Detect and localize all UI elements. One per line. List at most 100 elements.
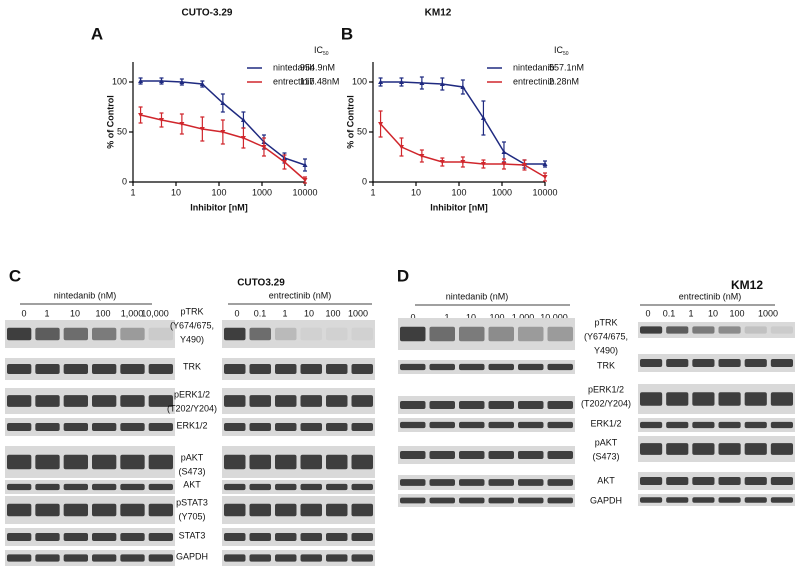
blot-band <box>326 327 348 341</box>
blot-band <box>120 395 145 407</box>
row-label: (T202/Y204) <box>581 398 631 408</box>
row-label: pERK1/2 <box>588 384 624 394</box>
x-tick-label: 100 <box>211 187 226 197</box>
blot-band <box>692 392 715 406</box>
blot-band <box>400 450 426 460</box>
blot-strip <box>398 475 575 490</box>
blot-band <box>666 497 689 503</box>
blot-band <box>326 454 348 470</box>
blot-band <box>459 326 485 342</box>
marker <box>199 127 205 132</box>
blot-band <box>120 327 145 341</box>
blot-strip <box>638 494 795 506</box>
blot-band <box>770 497 793 503</box>
marker <box>419 80 425 85</box>
blot-band <box>518 326 544 342</box>
x-tick-label: 1000 <box>252 187 272 197</box>
blot-band <box>120 483 145 491</box>
x-tick-label: 10000 <box>292 187 317 197</box>
dose-label: 100 <box>489 312 504 322</box>
drug-label: entrectinib (nM) <box>269 290 332 300</box>
blot-strip <box>5 528 175 546</box>
blot-band <box>351 422 373 432</box>
blot-band <box>718 326 741 334</box>
blot-band <box>666 443 689 455</box>
legend-title-base: IC <box>314 45 324 55</box>
marker <box>240 117 246 122</box>
row-label: (S473) <box>178 466 205 476</box>
marker <box>521 163 527 168</box>
blot-band <box>692 476 715 486</box>
blot-band <box>92 364 117 374</box>
blot-band <box>148 554 173 562</box>
blot-band <box>547 497 573 504</box>
legend-label: entrectinib <box>513 76 555 86</box>
dose-label: 100 <box>729 308 744 318</box>
blot-band <box>63 503 88 517</box>
blot-strip <box>398 396 575 414</box>
blot-band <box>666 326 689 334</box>
blot-band <box>351 395 373 407</box>
blot-strip <box>398 318 575 350</box>
blot-strip <box>398 418 575 432</box>
blot-band <box>7 454 32 470</box>
row-label: AKT <box>597 475 615 485</box>
blot-band <box>770 326 793 334</box>
legend-title-base: IC <box>554 45 564 55</box>
row-label: (T202/Y204) <box>167 403 217 413</box>
marker <box>302 162 308 167</box>
x-tick-label: 10000 <box>532 187 557 197</box>
marker <box>158 118 164 123</box>
blot-band <box>35 454 60 470</box>
row-label: Y490) <box>594 345 618 355</box>
marker <box>281 160 287 165</box>
dose-label: 1 <box>688 308 693 318</box>
blot-band <box>92 532 117 542</box>
marker <box>138 78 144 83</box>
dose-label: 1,000 <box>512 312 535 322</box>
marker <box>439 81 445 86</box>
panel-letter: B <box>341 24 353 43</box>
marker <box>261 145 267 150</box>
blot-band <box>429 421 455 429</box>
row-label: STAT3 <box>179 530 206 540</box>
legend-label: entrectinib <box>273 76 315 86</box>
blot-band <box>148 532 173 542</box>
blot-band <box>488 400 514 410</box>
blot-band <box>718 443 741 455</box>
blot-band <box>92 483 117 491</box>
blot-band <box>326 532 348 542</box>
blot-band <box>744 421 767 429</box>
blot-band <box>224 327 246 341</box>
blot-band <box>770 358 793 368</box>
blot-strip <box>638 354 795 372</box>
blot-band <box>429 450 455 460</box>
blot-strip <box>5 480 175 494</box>
blot-band <box>148 395 173 407</box>
legend-title-sub: 50 <box>563 51 569 57</box>
blot-strip <box>222 496 375 524</box>
blot-band <box>148 483 173 491</box>
marker <box>398 145 404 150</box>
blot-band <box>249 395 271 407</box>
marker <box>542 175 548 180</box>
panel-letter: D <box>397 266 409 285</box>
blot-band <box>351 364 373 374</box>
legend-title: IC50 <box>314 45 329 57</box>
row-label: pAKT <box>595 437 618 447</box>
y-tick-label: 50 <box>357 126 367 136</box>
marker <box>199 81 205 86</box>
blot-band <box>224 483 246 491</box>
blot-band <box>666 392 689 406</box>
blot-band <box>300 483 322 491</box>
blot-band <box>35 532 60 542</box>
blot-strip <box>638 384 795 414</box>
dose-label: 0 <box>410 312 415 322</box>
blot-band <box>148 454 173 470</box>
blot-strip <box>638 322 795 338</box>
blot-strip <box>398 494 575 507</box>
blot-band <box>7 327 32 341</box>
dose-label: 0.1 <box>254 308 267 318</box>
dose-label: 10,000 <box>141 308 169 318</box>
y-tick-label: 0 <box>122 176 127 186</box>
